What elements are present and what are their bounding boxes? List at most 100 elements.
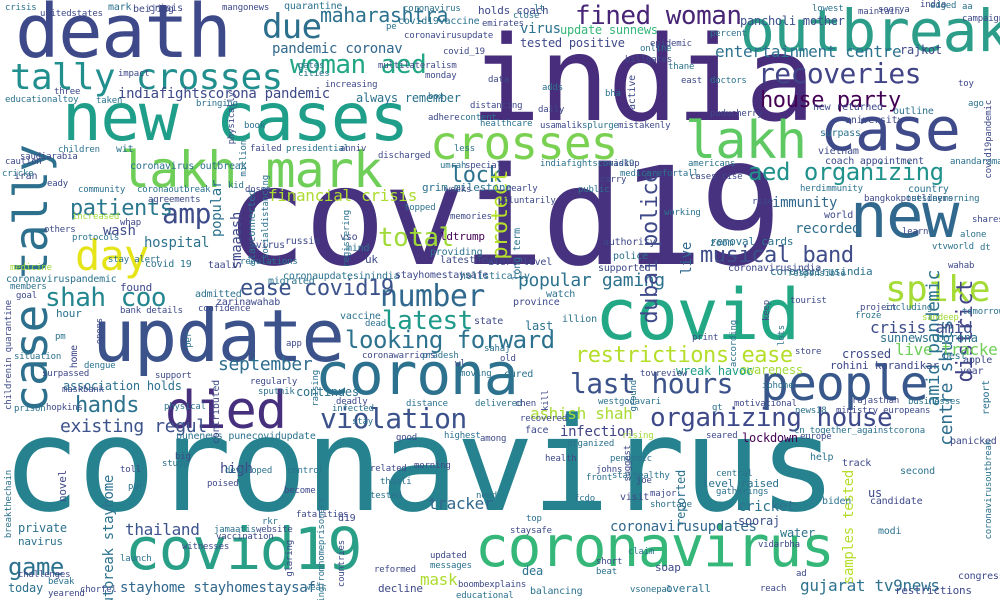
word: rkr bbox=[262, 517, 278, 527]
word: failed bbox=[250, 144, 282, 154]
word: pm bbox=[55, 332, 66, 342]
word: thane bbox=[668, 62, 695, 72]
word: coronavirusoutbreak bbox=[984, 440, 994, 540]
word: congress bbox=[958, 571, 1000, 582]
word: distance bbox=[406, 399, 448, 409]
word: samples tested bbox=[841, 470, 857, 585]
word: weeks bbox=[445, 185, 472, 195]
word: taken bbox=[96, 96, 123, 106]
word: lots bbox=[777, 325, 787, 346]
word: hour bbox=[56, 307, 82, 320]
word: province bbox=[513, 297, 560, 308]
word: candidate bbox=[870, 496, 923, 507]
word: virus bbox=[520, 21, 561, 37]
word: countries bbox=[337, 540, 347, 588]
word: kill bbox=[541, 390, 551, 411]
word: froze bbox=[855, 311, 882, 321]
word: boombexplains bbox=[458, 580, 527, 590]
word: fatalities bbox=[296, 510, 349, 520]
word: outbreak bbox=[740, 0, 1000, 65]
word: rising bbox=[622, 431, 654, 441]
word: prisoners bbox=[317, 498, 327, 546]
word: raising bbox=[311, 370, 321, 407]
word: gt bbox=[712, 403, 723, 413]
word: russia bbox=[285, 236, 320, 247]
word: overall bbox=[666, 582, 711, 595]
word: due bbox=[262, 7, 322, 47]
word: carry bbox=[600, 175, 627, 185]
word: childrenin quarantine bbox=[4, 300, 14, 411]
word: discharged bbox=[378, 151, 431, 161]
word: aed organizing bbox=[748, 158, 944, 186]
word: indiafightscorona pandemic bbox=[118, 86, 330, 102]
word: crossed bbox=[842, 347, 891, 361]
word: hands bbox=[75, 393, 140, 418]
word: covid19 bbox=[225, 139, 782, 297]
word: learn bbox=[902, 227, 929, 237]
word: launch bbox=[120, 554, 152, 564]
word: coronaviruspandemic bbox=[6, 274, 117, 285]
word: working bbox=[664, 208, 701, 218]
word: chorfel bbox=[80, 585, 117, 595]
word: alone bbox=[960, 230, 987, 240]
word: covid bbox=[595, 274, 800, 356]
word: ago bbox=[968, 99, 984, 109]
word: eady bbox=[47, 179, 68, 189]
word: unitedstates bbox=[40, 9, 103, 19]
word: jamaatis bbox=[214, 525, 256, 535]
word: coronaoutbreak bbox=[137, 185, 211, 195]
word: aa bbox=[962, 2, 973, 12]
word: outline bbox=[893, 106, 934, 117]
word: highest bbox=[444, 431, 481, 441]
word: print bbox=[692, 333, 719, 343]
word: holds coach bbox=[478, 4, 549, 17]
word: maskup bbox=[608, 159, 640, 169]
word: taali bbox=[208, 260, 238, 271]
word: world bbox=[824, 210, 854, 221]
word: anandaraman bbox=[950, 157, 1000, 167]
word: glaring bbox=[285, 540, 295, 577]
word: lt bbox=[534, 4, 545, 14]
word: crisis bbox=[148, 3, 183, 14]
word: lockdown bbox=[742, 431, 798, 445]
word: face bbox=[525, 425, 549, 436]
word: per bbox=[184, 332, 194, 348]
word: number bbox=[380, 279, 485, 314]
word: soorya bbox=[878, 5, 910, 15]
word: covid19 bbox=[125, 515, 362, 583]
word: association holds bbox=[63, 379, 182, 393]
word: d19 bbox=[338, 513, 356, 524]
word: grim milestone bbox=[422, 181, 512, 194]
word: medicarefortall bbox=[620, 169, 699, 179]
word: lowest bbox=[812, 4, 844, 14]
word: members bbox=[10, 282, 47, 292]
word: poised bbox=[207, 479, 239, 489]
word: alert level bbox=[488, 257, 553, 268]
word: regularly bbox=[250, 377, 298, 387]
word: updated bbox=[430, 551, 467, 561]
word: private bbox=[18, 521, 67, 535]
word: messages bbox=[430, 561, 472, 571]
word: beat bbox=[596, 567, 617, 577]
word: moving bbox=[460, 369, 492, 379]
word: vietnam bbox=[818, 146, 859, 157]
word: cricke bbox=[2, 169, 34, 179]
word: pendemic bbox=[610, 454, 652, 464]
word: tally crosses bbox=[10, 57, 283, 98]
word: ad bbox=[796, 569, 807, 579]
word: us bbox=[868, 486, 882, 500]
word: sunnews corona bbox=[880, 331, 978, 345]
word: morning bbox=[414, 461, 451, 471]
word: front bbox=[586, 473, 613, 483]
word: prison bbox=[14, 404, 46, 414]
word: country bbox=[908, 184, 949, 195]
word: coronavirus bbox=[475, 515, 835, 580]
word: stay alert bbox=[108, 255, 161, 265]
word: monday bbox=[425, 71, 457, 81]
word: data bbox=[488, 75, 509, 85]
word: top bbox=[526, 514, 542, 524]
word: wash bbox=[103, 223, 136, 239]
word: panicked bbox=[950, 436, 997, 447]
word: usamalik bbox=[540, 121, 582, 131]
word: police bbox=[613, 251, 648, 262]
